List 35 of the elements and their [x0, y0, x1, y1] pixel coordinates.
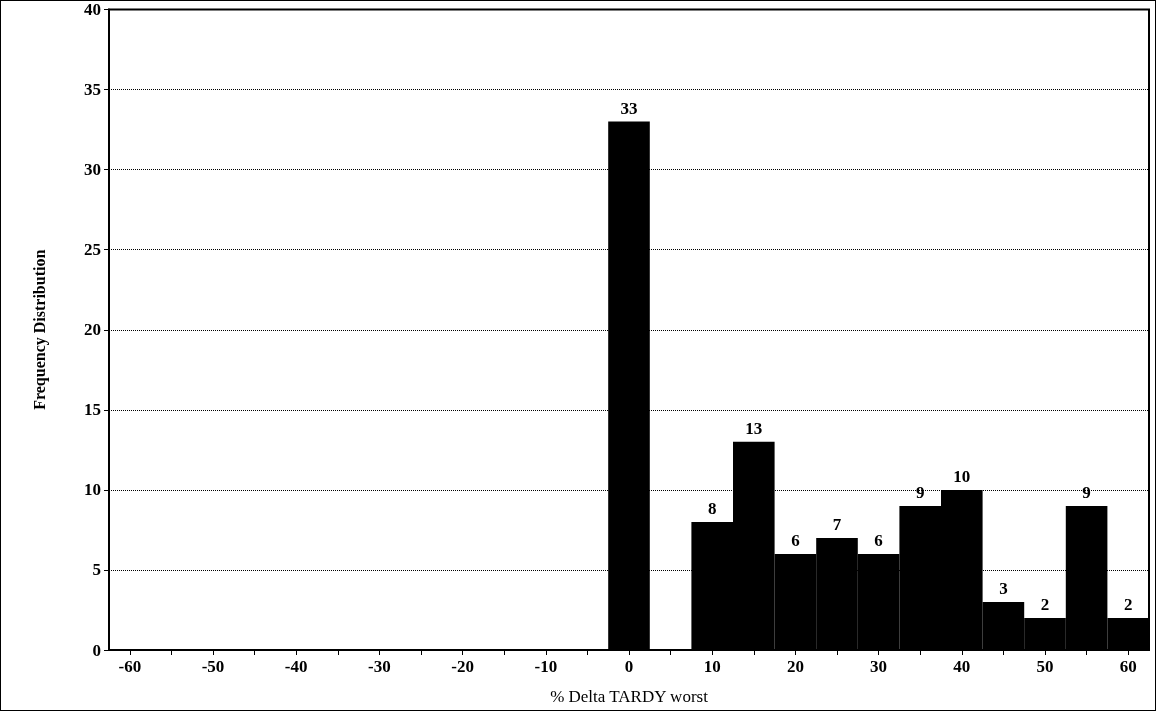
data-label: 6 — [874, 530, 883, 550]
x-tick-label: -60 — [118, 657, 142, 676]
data-label: 10 — [953, 466, 971, 486]
y-tick-label: 35 — [84, 80, 101, 100]
y-tick-label: 40 — [84, 0, 101, 19]
y-tick-label: 25 — [84, 240, 101, 260]
data-label: 3 — [999, 578, 1008, 598]
x-tick-label: 10 — [703, 657, 721, 676]
x-tick-label: 30 — [870, 657, 888, 676]
y-tick-label: 20 — [84, 320, 101, 340]
y-tick-label: 30 — [84, 160, 101, 180]
x-tick-label: -40 — [284, 657, 308, 676]
data-label: 9 — [1082, 482, 1091, 502]
y-axis-title: Frequency Distribution — [30, 249, 49, 410]
data-label: 8 — [707, 498, 717, 518]
x-tick-label: 20 — [786, 657, 804, 676]
x-axis-title: % Delta TARDY worst — [550, 687, 709, 706]
x-tick-label: -10 — [534, 657, 558, 676]
x-tick-label: 60 — [1119, 657, 1137, 676]
x-tick-label: 40 — [953, 657, 971, 676]
x-tick-label: 0 — [624, 657, 634, 676]
data-label: 6 — [791, 530, 800, 550]
data-label: 2 — [1040, 594, 1050, 614]
x-tick-label: -20 — [451, 657, 474, 676]
y-tick-label: 15 — [84, 400, 101, 420]
y-tick-label: 5 — [92, 560, 101, 580]
y-tick-label: 10 — [84, 480, 101, 500]
data-label: 7 — [832, 514, 842, 534]
data-label: 13 — [745, 418, 763, 438]
x-tick-label: 50 — [1036, 657, 1054, 676]
x-tick-label: -30 — [368, 657, 391, 676]
data-label: 33 — [620, 98, 638, 118]
x-tick-label: -50 — [201, 657, 225, 676]
y-tick-label: 0 — [92, 640, 101, 660]
data-label: 2 — [1123, 594, 1133, 614]
